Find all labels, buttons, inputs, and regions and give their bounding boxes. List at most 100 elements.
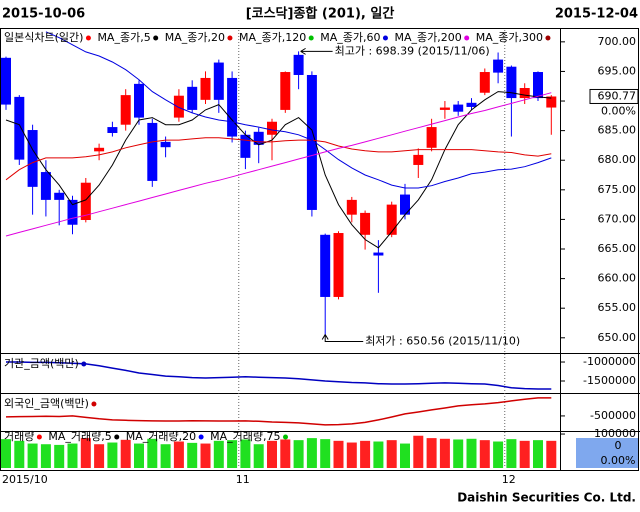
ma-line [5, 91, 552, 249]
annotation-label: 최저가 : 650.56 (2015/11/10) [365, 334, 520, 347]
volume-bar [67, 443, 78, 468]
candle-body [386, 204, 397, 235]
legend-marker [153, 35, 159, 41]
volume-bar [213, 440, 224, 468]
volume-bar [400, 443, 410, 468]
y-tick-label: 685.00 [598, 124, 637, 137]
volume-bar [267, 440, 277, 468]
legend-label: MA_종가,300 [476, 31, 543, 44]
legend-label: 거래량 [4, 430, 34, 443]
volume-bar [426, 438, 437, 468]
volume-bar [413, 435, 424, 468]
candle-body [479, 72, 490, 93]
volume-bar [439, 438, 450, 468]
volume-bar [466, 438, 477, 468]
y-tick-label: 695.00 [598, 64, 637, 77]
legend-label: MA_종가,60 [320, 31, 380, 44]
candle-body [80, 182, 91, 221]
legend-label: MA_종가,200 [394, 31, 461, 44]
volume-bar [54, 444, 65, 468]
legend-label: MA_종가,120 [239, 31, 306, 44]
volume-bar [333, 440, 344, 468]
annotation-arrow [321, 334, 364, 342]
annotation-label: 최고가 : 698.39 (2015/11/06) [335, 44, 490, 57]
x-tick-label: 11 [236, 473, 250, 486]
volume-bar [493, 441, 504, 468]
annotation-arrow [300, 47, 333, 55]
y-tick-label: 665.00 [598, 242, 637, 255]
candle-body [134, 83, 144, 118]
candle-body [453, 104, 464, 112]
candle-body [14, 96, 25, 160]
candle-body [27, 130, 38, 187]
candle-body [546, 96, 557, 108]
volume-bar [453, 439, 464, 468]
candle-body [67, 199, 78, 225]
legend-marker [198, 434, 204, 440]
volume-bar [80, 438, 91, 468]
candle-body [533, 72, 543, 99]
candle-body [200, 77, 211, 100]
legend-label: 기관_금액(백만) [4, 357, 79, 370]
flow-line [5, 397, 552, 426]
volume-bar [160, 444, 171, 468]
ma-line [5, 92, 552, 237]
candle-body [439, 107, 450, 110]
volume-bar [360, 440, 371, 468]
volume-bar [1, 439, 11, 468]
legend-marker [36, 434, 42, 440]
volume-bar [253, 444, 264, 468]
y-tick-label: 680.00 [598, 153, 637, 166]
candle-body [253, 131, 264, 145]
ma-line [5, 137, 552, 181]
volume-bar [240, 439, 251, 468]
y-tick-label: -500000 [590, 409, 636, 422]
y-tick-label: -1500000 [583, 374, 636, 387]
volume-bar [40, 444, 51, 468]
volume-current: 0 [615, 439, 622, 452]
candle-body [346, 199, 357, 215]
last-price: 690.77 [598, 89, 637, 102]
y-tick-label: 660.00 [598, 272, 637, 285]
y-tick-label: -1000000 [583, 355, 636, 368]
candle-body [306, 74, 317, 210]
y-tick-label: 670.00 [598, 212, 637, 225]
legend-marker [227, 35, 233, 41]
candle-body [506, 66, 517, 99]
legend-marker [114, 434, 120, 440]
start-date: 2015-10-06 [2, 7, 85, 22]
candle-body [120, 95, 131, 125]
legend-label: MA_종가,20 [165, 31, 225, 44]
volume-bar [120, 439, 131, 468]
candle-body [173, 95, 184, 118]
volume-bar [346, 442, 357, 468]
legend-marker [464, 35, 470, 41]
volume-bar [306, 438, 317, 468]
x-tick-label: 12 [502, 473, 516, 486]
volume-bar [14, 440, 25, 468]
chart-title: [코스닥]종합 (201), 일간 [246, 6, 395, 22]
volume-box [576, 438, 638, 468]
y-tick-label: 675.00 [598, 183, 637, 196]
legend-label: 외국인_금액(백만) [4, 397, 89, 410]
chart-frame [0, 28, 639, 471]
volume-bar [533, 440, 543, 468]
last-price-box [589, 88, 639, 104]
volume-bar [107, 442, 118, 468]
candle-body [1, 57, 11, 105]
volume-bar [320, 439, 331, 468]
candle-body [267, 121, 277, 135]
legend-marker [85, 35, 91, 41]
volume-bar [200, 443, 211, 468]
legend-marker [308, 35, 314, 41]
candle-body [147, 122, 158, 181]
candle-body [40, 172, 51, 200]
volume-bar [373, 441, 384, 468]
volume-bar [187, 442, 198, 468]
volume-bar [386, 440, 397, 468]
legend-label: MA_거래량,5 [48, 430, 111, 443]
candle-body [94, 147, 105, 152]
y-tick-label: 655.00 [598, 301, 637, 314]
volume-change: 0.00% [601, 454, 636, 467]
legend-label: MA_거래량,75 [210, 430, 280, 443]
